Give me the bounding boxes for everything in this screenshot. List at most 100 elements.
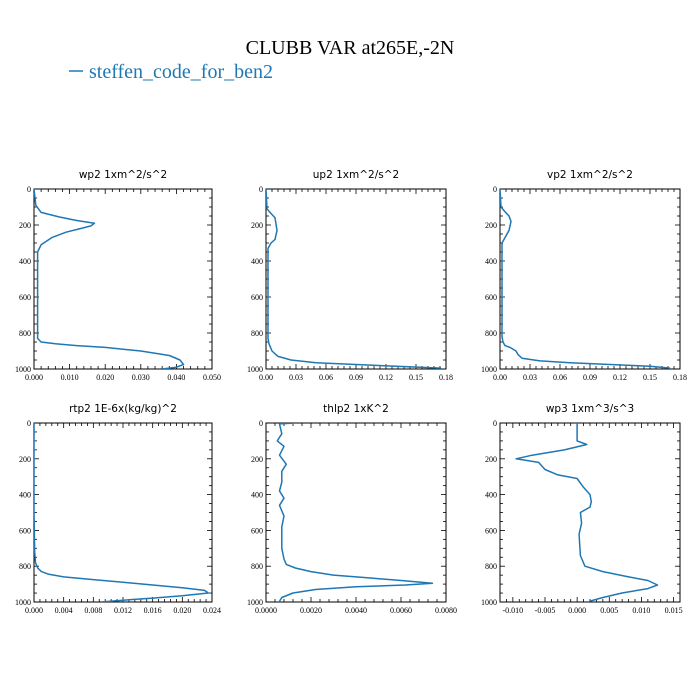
- y-tick-label: 200: [19, 221, 31, 230]
- panel-title: rtp2 1E-6x(kg/kg)^2: [69, 403, 177, 415]
- x-tick-label: 0.15: [643, 373, 657, 382]
- x-tick-label: 0.024: [203, 606, 221, 615]
- x-tick-label: 0.010: [632, 606, 650, 615]
- plot-frame: [265, 422, 447, 603]
- y-tick-label: 800: [19, 329, 31, 338]
- x-tick-label: 0.0000: [255, 606, 277, 615]
- y-tick-label: 1000: [481, 365, 497, 374]
- panel-title: thlp2 1xK^2: [323, 403, 389, 415]
- x-tick-label: 0.030: [132, 373, 150, 382]
- y-tick-label: 600: [251, 526, 263, 535]
- x-tick-label: 0.020: [173, 606, 191, 615]
- x-tick-label: 0.0040: [345, 606, 367, 615]
- y-tick-label: 1000: [247, 598, 263, 607]
- series-line: [276, 423, 434, 602]
- x-tick-label: 0.010: [61, 373, 79, 382]
- x-tick-label: 0.03: [289, 373, 303, 382]
- series-line: [34, 423, 210, 602]
- x-tick-label: 0.000: [25, 606, 43, 615]
- y-tick-label: 400: [251, 491, 263, 500]
- x-tick-label: 0.012: [114, 606, 132, 615]
- panel-title: up2 1xm^2/s^2: [313, 169, 399, 181]
- x-tick-label: 0.06: [553, 373, 567, 382]
- y-tick-label: 400: [485, 491, 497, 500]
- y-tick-label: 0: [493, 419, 497, 428]
- y-tick-label: 200: [485, 455, 497, 464]
- y-tick-label: 0: [27, 419, 31, 428]
- x-tick-label: 0.015: [665, 606, 683, 615]
- x-tick-label: 0.0020: [300, 606, 322, 615]
- plot-frame: [265, 188, 447, 370]
- y-tick-label: 400: [19, 257, 31, 266]
- y-tick-label: 0: [27, 185, 31, 194]
- x-tick-label: 0.000: [25, 373, 43, 382]
- y-tick-label: 400: [251, 257, 263, 266]
- x-tick-label: 0.00: [493, 373, 507, 382]
- y-tick-label: 200: [485, 221, 497, 230]
- y-tick-label: 600: [19, 293, 31, 302]
- y-tick-label: 200: [251, 221, 263, 230]
- legend-label: steffen_code_for_ben2: [89, 61, 273, 83]
- plot-frame: [499, 188, 681, 370]
- x-tick-label: 0.005: [600, 606, 618, 615]
- y-tick-label: 800: [251, 329, 263, 338]
- y-tick-label: 200: [19, 455, 31, 464]
- x-tick-label: 0.008: [84, 606, 102, 615]
- series-line: [266, 189, 442, 369]
- y-tick-label: 1000: [481, 598, 497, 607]
- x-tick-label: 0.15: [409, 373, 423, 382]
- y-tick-label: 800: [485, 562, 497, 571]
- x-tick-label: 0.09: [349, 373, 363, 382]
- series-line: [34, 189, 185, 369]
- x-tick-label: 0.004: [55, 606, 73, 615]
- y-tick-label: 400: [485, 257, 497, 266]
- y-tick-label: 600: [19, 526, 31, 535]
- x-tick-label: 0.18: [439, 373, 453, 382]
- y-tick-label: 800: [485, 329, 497, 338]
- series-line: [500, 189, 671, 369]
- y-tick-label: 600: [485, 293, 497, 302]
- x-tick-label: 0.0060: [390, 606, 412, 615]
- series-line: [515, 423, 659, 602]
- y-tick-label: 1000: [247, 365, 263, 374]
- y-tick-label: 0: [259, 419, 263, 428]
- plot-frame: [33, 188, 213, 370]
- x-tick-label: -0.005: [535, 606, 556, 615]
- y-tick-label: 600: [485, 526, 497, 535]
- chart-panel-6: wp3 1xm^3/s^3 0 200 400 600 800 1000 -0.010 -0.0…: [481, 403, 683, 615]
- panel-title: wp2 1xm^2/s^2: [79, 169, 167, 181]
- y-tick-label: 600: [251, 293, 263, 302]
- x-tick-label: -0.010: [503, 606, 524, 615]
- x-tick-label: 0.06: [319, 373, 333, 382]
- x-tick-label: 0.03: [523, 373, 537, 382]
- x-tick-label: 0.000: [568, 606, 586, 615]
- x-tick-label: 0.18: [673, 373, 687, 382]
- y-tick-label: 200: [251, 455, 263, 464]
- x-tick-label: 0.12: [379, 373, 393, 382]
- plot-frame: [33, 422, 213, 603]
- x-tick-label: 0.00: [259, 373, 273, 382]
- y-tick-label: 0: [493, 185, 497, 194]
- figure-title: CLUBB VAR at265E,-2N: [246, 37, 455, 59]
- y-tick-label: 800: [19, 562, 31, 571]
- y-tick-label: 800: [251, 562, 263, 571]
- x-tick-label: 0.020: [96, 373, 114, 382]
- plot-frame: [499, 422, 681, 603]
- x-tick-label: 0.12: [613, 373, 627, 382]
- x-tick-label: 0.0080: [435, 606, 457, 615]
- y-tick-label: 400: [19, 491, 31, 500]
- y-tick-label: 1000: [15, 598, 31, 607]
- panel-title: wp3 1xm^3/s^3: [546, 403, 634, 415]
- y-tick-label: 1000: [15, 365, 31, 374]
- legend: steffen_code_for_ben2: [69, 61, 273, 83]
- x-tick-label: 0.040: [167, 373, 185, 382]
- x-tick-label: 0.09: [583, 373, 597, 382]
- chart-panel-4: rtp2 1E-6x(kg/kg)^2020040060080010000.00…: [15, 403, 221, 615]
- y-tick-label: 0: [259, 185, 263, 194]
